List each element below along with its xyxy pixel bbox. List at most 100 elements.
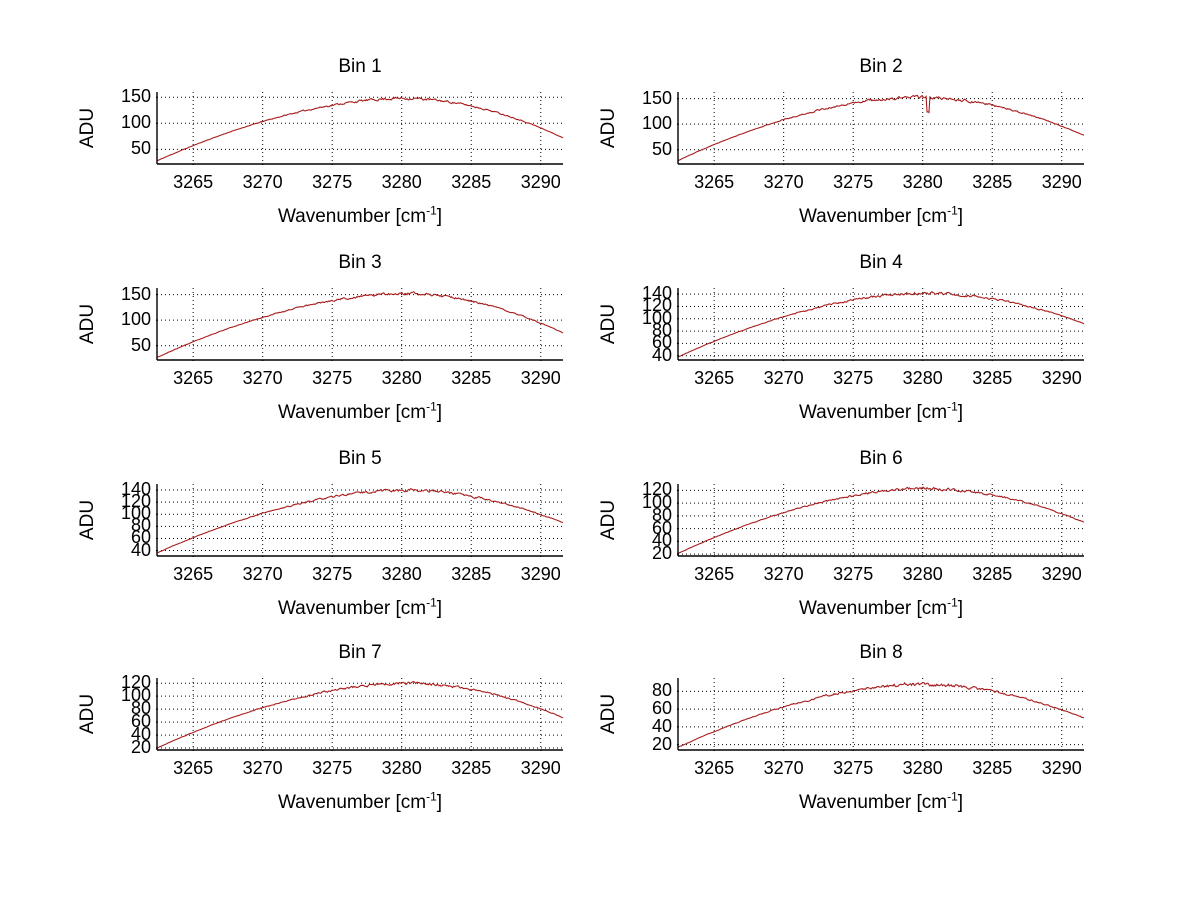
x-axis-label-suffix: ] <box>957 402 964 423</box>
y-tick-label: 60 <box>130 527 151 548</box>
y-tick-label: 150 <box>641 87 672 108</box>
x-tick-label: 3275 <box>312 368 353 388</box>
x-axis-label-suffix: ] <box>957 598 964 619</box>
x-tick-label: 3275 <box>833 368 874 388</box>
x-tick-label: 3280 <box>902 564 943 584</box>
x-tick-label: 3280 <box>381 172 422 192</box>
grid-lines <box>157 678 563 750</box>
y-tick-label: 120 <box>641 295 672 316</box>
x-tick-label: 3270 <box>763 564 804 584</box>
x-tick-label: 3270 <box>242 368 283 388</box>
x-axis-label-suffix: ] <box>436 206 443 227</box>
subplot-title: Bin 3 <box>338 252 382 273</box>
x-axis-label-exponent: -1 <box>426 789 437 804</box>
y-tick-label: 60 <box>130 711 151 732</box>
x-axis-label-exponent: -1 <box>947 595 958 610</box>
x-tick-label: 3285 <box>972 172 1013 192</box>
x-axis-label: Wavenumber [cm-1] <box>678 401 1084 424</box>
x-tick-label: 3280 <box>381 758 422 778</box>
grid-lines <box>678 92 1084 164</box>
x-axis-label-prefix: Wavenumber [cm <box>277 402 427 423</box>
x-tick-label: 3290 <box>520 368 561 388</box>
x-tick-label: 3270 <box>763 368 804 388</box>
y-tick-label: 50 <box>130 138 151 159</box>
subplot-title: Bin 1 <box>338 56 382 77</box>
x-axis-label-exponent: -1 <box>947 789 958 804</box>
y-tick-label: 60 <box>651 517 672 538</box>
y-tick-label: 150 <box>120 283 151 304</box>
x-tick-label: 3265 <box>694 564 735 584</box>
y-axis-label: ADU <box>598 499 619 541</box>
y-tick-label: 120 <box>120 672 151 693</box>
x-axis-label-suffix: ] <box>957 792 964 813</box>
x-tick-label: 3285 <box>451 368 492 388</box>
x-axis-label: Wavenumber [cm-1] <box>678 203 1084 228</box>
y-tick-label: 60 <box>651 698 672 719</box>
plot-area <box>677 92 1085 165</box>
x-tick-label: 3275 <box>833 172 874 192</box>
y-tick-label: 50 <box>651 138 672 159</box>
x-axis-label-exponent: -1 <box>947 203 958 218</box>
x-axis-label-prefix: Wavenumber [cm <box>277 206 427 227</box>
subplot-title: Bin 7 <box>338 642 382 663</box>
y-tick-label: 40 <box>651 344 672 365</box>
x-tick-label: 3275 <box>833 758 874 778</box>
x-tick-label: 3290 <box>520 564 561 584</box>
subplot-title: Bin 4 <box>859 252 903 273</box>
x-tick-label: 3285 <box>972 758 1013 778</box>
x-tick-label: 3285 <box>972 564 1013 584</box>
grid-lines <box>157 288 563 360</box>
y-tick-label: 80 <box>130 698 151 719</box>
x-tick-label: 3270 <box>242 172 283 192</box>
x-tick-label: 3285 <box>451 564 492 584</box>
subplot-title: Bin 2 <box>859 56 903 77</box>
x-axis-label: Wavenumber [cm-1] <box>678 595 1084 620</box>
y-tick-label: 100 <box>120 112 151 133</box>
x-axis-label-suffix: ] <box>957 206 964 227</box>
y-tick-label: 60 <box>651 332 672 353</box>
x-tick-label: 3275 <box>312 172 353 192</box>
data-series-line <box>677 94 1085 161</box>
x-tick-label: 3270 <box>763 172 804 192</box>
x-tick-label: 3280 <box>902 368 943 388</box>
y-tick-label: 40 <box>130 724 151 745</box>
x-axis-label: Wavenumber [cm-1] <box>678 789 1084 814</box>
data-series-line <box>156 291 564 358</box>
plot-area <box>677 484 1085 557</box>
y-axis-label: ADU <box>598 107 619 149</box>
x-axis-label-prefix: Wavenumber [cm <box>277 792 427 813</box>
y-tick-label: 140 <box>120 479 151 500</box>
x-axis-label-prefix: Wavenumber [cm <box>798 402 948 423</box>
x-tick-label: 3265 <box>173 758 214 778</box>
x-tick-label: 3280 <box>381 564 422 584</box>
x-tick-label: 3280 <box>381 368 422 388</box>
y-tick-label: 80 <box>651 320 672 341</box>
y-tick-label: 80 <box>130 515 151 536</box>
x-axis-label-prefix: Wavenumber [cm <box>798 206 948 227</box>
x-tick-label: 3280 <box>902 172 943 192</box>
y-tick-label: 100 <box>641 492 672 513</box>
x-axis-label: Wavenumber [cm-1] <box>157 205 563 228</box>
axis-spines <box>677 484 1084 557</box>
grid-lines <box>157 484 563 556</box>
y-axis-label: ADU <box>77 107 98 149</box>
data-series-line <box>156 488 564 554</box>
data-series-line <box>156 96 564 162</box>
x-axis-label: Wavenumber [cm-1] <box>157 597 563 620</box>
axis-spines <box>156 92 563 165</box>
x-tick-label: 3265 <box>173 564 214 584</box>
axis-spines <box>156 484 563 557</box>
x-tick-label: 3290 <box>1041 758 1082 778</box>
plot-area <box>677 678 1085 751</box>
subplot-title: Bin 6 <box>859 448 903 469</box>
x-tick-label: 3290 <box>1041 368 1082 388</box>
grid-lines <box>678 678 1084 750</box>
x-tick-label: 3265 <box>694 758 735 778</box>
axis-spines <box>677 92 1084 165</box>
x-axis-label-prefix: Wavenumber [cm <box>798 792 948 813</box>
